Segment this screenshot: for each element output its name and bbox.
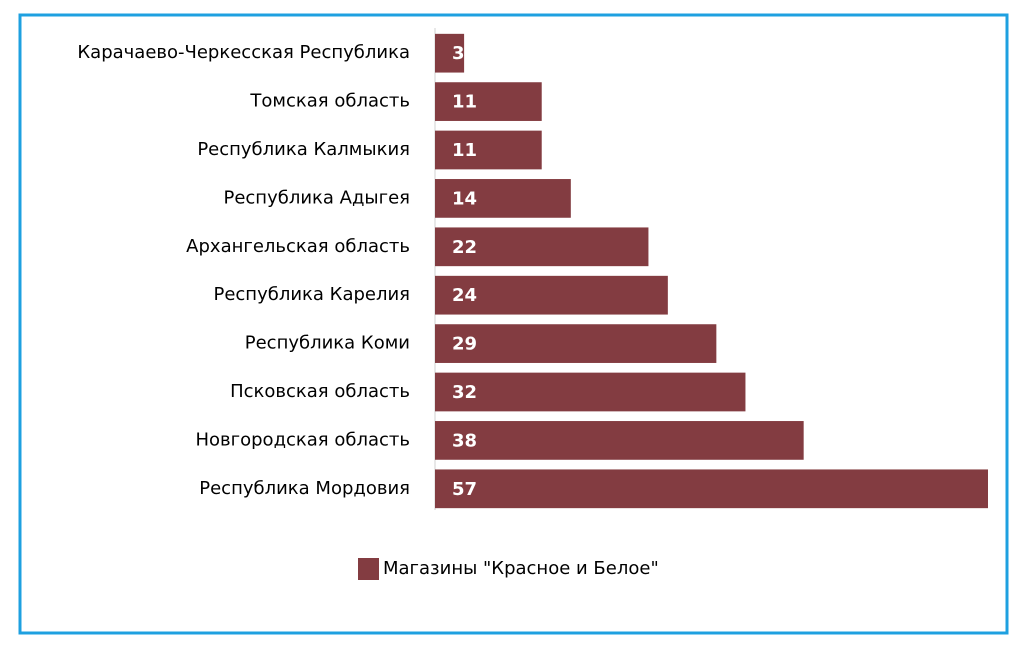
bar [435,179,571,218]
category-label: Республика Адыгея [223,187,410,208]
value-label: 14 [452,188,477,209]
category-label: Новгородская область [196,429,411,450]
value-label: 24 [452,285,477,306]
value-label: 32 [452,382,477,403]
value-label: 11 [452,140,477,161]
bar [435,421,804,460]
bar [435,372,746,412]
value-label: 11 [452,92,477,113]
category-label: Республика Калмыкия [197,139,410,160]
legend-label: Магазины "Красное и Белое" [383,558,659,579]
category-label: Республика Мордовия [199,478,410,499]
category-label: Республика Карелия [213,284,410,305]
category-label: Архангельская область [186,236,410,257]
value-label: 38 [452,430,477,451]
bar [435,324,717,363]
bar [435,82,542,121]
bar [435,33,465,73]
category-label: Карачаево-Черкесская Республика [77,42,410,63]
bar [435,227,649,267]
bar [435,469,988,509]
category-label: Псковская область [230,381,410,402]
value-label: 22 [452,237,477,258]
category-label: Республика Коми [245,333,410,354]
value-label: 29 [452,334,477,355]
legend-swatch [358,558,379,580]
bar [435,130,542,170]
bar [435,275,668,315]
value-label: 3 [452,43,465,64]
value-label: 57 [452,479,477,500]
category-label: Томская область [249,91,410,112]
